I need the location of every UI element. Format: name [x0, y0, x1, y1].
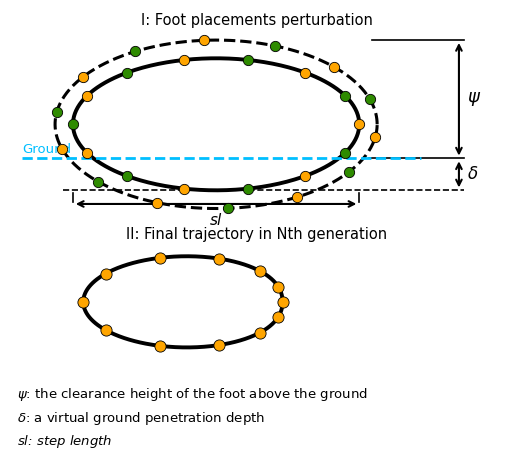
Point: [53, 108, 61, 115]
Point: [180, 56, 188, 64]
Point: [330, 63, 338, 71]
Point: [224, 205, 232, 212]
Text: II: Final trajectory in Nth generation: II: Final trajectory in Nth generation: [126, 227, 388, 242]
Point: [244, 185, 252, 192]
Text: $sl$: step length: $sl$: step length: [17, 433, 112, 450]
Point: [79, 298, 87, 305]
Point: [292, 194, 301, 201]
Point: [274, 313, 282, 321]
Point: [301, 172, 309, 180]
Point: [156, 254, 164, 262]
Text: I: Foot placements perturbation: I: Foot placements perturbation: [141, 13, 373, 28]
Point: [153, 199, 161, 207]
Point: [69, 120, 77, 128]
Point: [341, 92, 349, 99]
Point: [180, 185, 188, 192]
Point: [94, 178, 102, 185]
Point: [215, 341, 223, 349]
Point: [101, 270, 109, 278]
Point: [132, 48, 140, 55]
Point: [83, 149, 91, 157]
Point: [255, 329, 264, 336]
Text: $sl$: $sl$: [209, 212, 223, 228]
Point: [371, 133, 379, 141]
Point: [279, 298, 287, 305]
Point: [244, 56, 252, 64]
Point: [58, 146, 66, 153]
Point: [255, 267, 264, 275]
Text: $\psi$: the clearance height of the foot above the ground: $\psi$: the clearance height of the foot…: [17, 386, 368, 403]
Text: $\delta$: a virtual ground penetration depth: $\delta$: a virtual ground penetration d…: [17, 410, 265, 427]
Text: $\delta$: $\delta$: [467, 165, 478, 183]
Point: [79, 73, 87, 81]
Point: [215, 255, 223, 262]
Point: [123, 172, 131, 180]
Point: [274, 283, 282, 290]
Text: $\psi$: $\psi$: [467, 90, 481, 108]
Text: Ground: Ground: [22, 143, 71, 156]
Point: [345, 168, 353, 175]
Point: [341, 149, 349, 157]
Point: [301, 69, 309, 76]
Point: [156, 342, 164, 349]
Point: [200, 37, 208, 44]
Point: [355, 120, 363, 128]
Point: [123, 69, 131, 76]
Point: [83, 92, 91, 99]
Point: [271, 42, 279, 49]
Point: [366, 96, 374, 103]
Point: [101, 327, 109, 334]
